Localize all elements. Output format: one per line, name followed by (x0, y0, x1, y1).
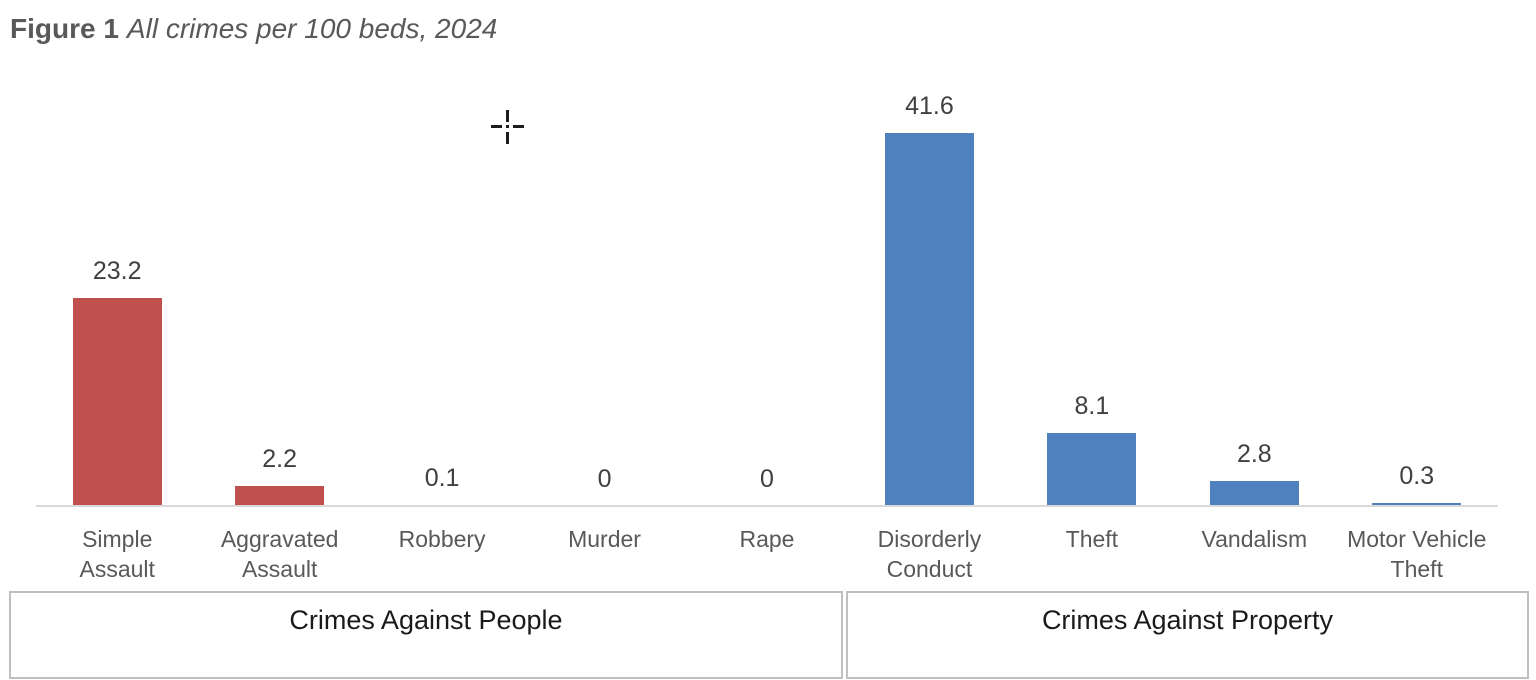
figure-subtitle: All crimes per 100 beds, 2024 (126, 13, 498, 44)
group-label: Crimes Against People (289, 605, 563, 635)
category-label: Simple Assault (79, 526, 155, 582)
value-label: 2.8 (1236, 440, 1272, 468)
category-label: Robbery (398, 526, 486, 552)
bar-simple-assault (72, 298, 162, 506)
category-label: Vandalism (1201, 526, 1308, 552)
x-axis-line (36, 505, 1498, 507)
value-label: 23.2 (92, 257, 142, 285)
value-label: 0 (597, 465, 612, 493)
value-label: 0.1 (424, 464, 460, 492)
category-label: Motor Vehicle Theft (1347, 526, 1487, 582)
group-box-crimes-against-people: Crimes Against People (9, 591, 843, 679)
bar-aggravated-assault (235, 486, 325, 506)
value-label: 0 (760, 465, 774, 493)
crosshair-top-dash (506, 110, 509, 122)
figure-label: Figure 1 (10, 13, 119, 44)
crosshair-center-dot (506, 125, 509, 128)
category-label: Murder (568, 526, 641, 552)
crosshair-left-dash (491, 125, 502, 128)
figure-title: Figure 1 All crimes per 100 beds, 2024 (10, 13, 497, 45)
bar-motor-vehicle-theft (1372, 503, 1462, 506)
crosshair-bottom-dash (506, 132, 509, 144)
bar-disorderly-conduct (884, 133, 974, 506)
value-label: 0.3 (1399, 462, 1435, 490)
category-label: Disorderly Conduct (877, 526, 982, 582)
value-label: 8.1 (1074, 392, 1110, 420)
group-box-crimes-against-property: Crimes Against Property (846, 591, 1529, 679)
category-label: Rape (739, 526, 795, 552)
value-label: 41.6 (905, 92, 954, 120)
bar-theft (1047, 433, 1137, 506)
bar-vandalism (1209, 481, 1299, 506)
group-label: Crimes Against Property (1041, 605, 1334, 635)
category-label: Theft (1065, 526, 1119, 552)
precision-crosshair-cursor (491, 110, 524, 144)
crosshair-right-dash (513, 125, 524, 128)
value-label: 2.2 (262, 445, 298, 473)
category-label: Aggravated Assault (220, 526, 339, 582)
